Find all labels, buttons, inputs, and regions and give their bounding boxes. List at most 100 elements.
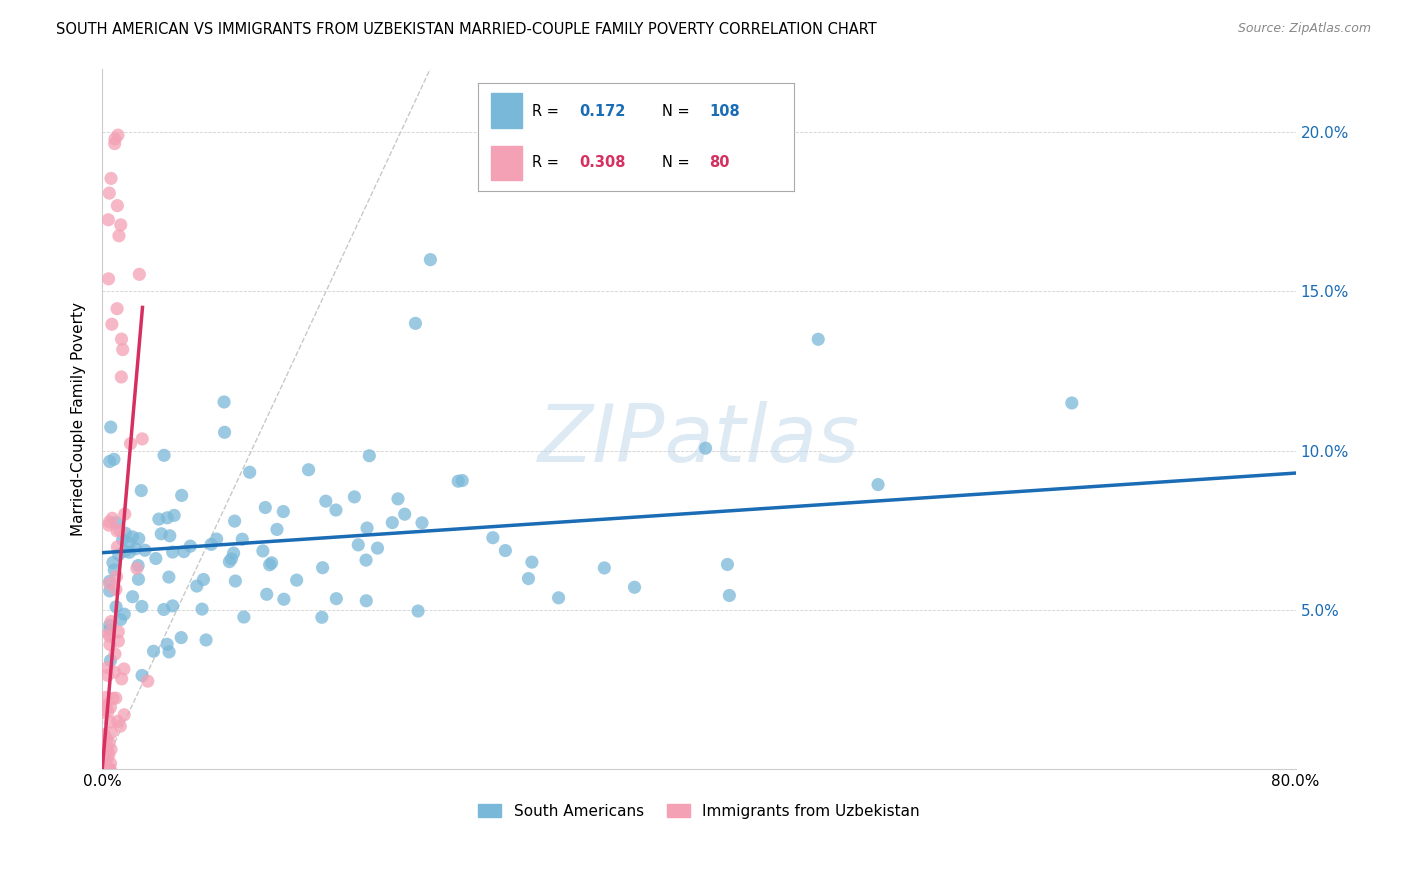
- Point: [96, 744, 118, 758]
- Point: [104, 647, 127, 661]
- Point: [273, 505, 295, 519]
- Point: [394, 507, 416, 521]
- Point: [387, 491, 409, 506]
- Point: [110, 613, 132, 627]
- Point: [107, 128, 129, 142]
- Point: [148, 512, 170, 526]
- Point: [451, 474, 474, 488]
- Point: [547, 591, 569, 605]
- Point: [447, 474, 470, 488]
- Point: [218, 555, 240, 569]
- Point: [114, 544, 136, 558]
- Point: [98, 762, 121, 776]
- Point: [593, 561, 616, 575]
- Point: [347, 538, 370, 552]
- Point: [315, 494, 337, 508]
- Point: [356, 594, 378, 608]
- Point: [232, 610, 254, 624]
- Point: [517, 572, 540, 586]
- Point: [170, 488, 193, 502]
- Point: [260, 556, 283, 570]
- Point: [93, 702, 115, 716]
- Point: [98, 186, 121, 200]
- Point: [150, 526, 173, 541]
- Point: [114, 526, 136, 541]
- Point: [100, 742, 122, 756]
- Point: [193, 573, 215, 587]
- Point: [96, 751, 118, 765]
- Point: [252, 544, 274, 558]
- Point: [94, 759, 117, 773]
- Point: [868, 477, 890, 491]
- Point: [93, 740, 115, 755]
- Point: [107, 548, 129, 562]
- Point: [101, 556, 124, 570]
- Point: [104, 132, 127, 146]
- Point: [214, 425, 236, 440]
- Point: [118, 536, 141, 550]
- Point: [134, 543, 156, 558]
- Point: [108, 228, 131, 243]
- Point: [406, 604, 429, 618]
- Point: [153, 602, 176, 616]
- Point: [97, 668, 120, 682]
- Point: [104, 582, 127, 597]
- Point: [96, 732, 118, 747]
- Point: [359, 449, 381, 463]
- Text: ZIPatlas: ZIPatlas: [538, 401, 860, 479]
- Point: [256, 587, 278, 601]
- Point: [153, 448, 176, 462]
- Point: [110, 370, 132, 384]
- Point: [159, 529, 181, 543]
- Point: [114, 507, 136, 521]
- Point: [157, 645, 180, 659]
- Point: [156, 637, 179, 651]
- Point: [254, 500, 277, 515]
- Point: [98, 583, 121, 598]
- Point: [131, 599, 153, 614]
- Point: [411, 516, 433, 530]
- Point: [97, 660, 120, 674]
- Point: [104, 136, 127, 151]
- Point: [97, 518, 120, 533]
- Point: [325, 591, 347, 606]
- Point: [163, 508, 186, 523]
- Point: [129, 483, 152, 498]
- Point: [179, 539, 201, 553]
- Point: [112, 707, 135, 722]
- Point: [96, 762, 118, 776]
- Point: [623, 580, 645, 594]
- Point: [121, 530, 143, 544]
- Point: [162, 545, 184, 559]
- Point: [97, 762, 120, 776]
- Point: [105, 524, 128, 538]
- Point: [96, 743, 118, 757]
- Point: [120, 436, 142, 450]
- Point: [205, 532, 228, 546]
- Point: [101, 511, 124, 525]
- Point: [173, 544, 195, 558]
- Point: [156, 511, 179, 525]
- Point: [131, 668, 153, 682]
- Point: [222, 546, 245, 560]
- Point: [128, 532, 150, 546]
- Point: [136, 674, 159, 689]
- Point: [108, 523, 131, 537]
- Point: [157, 570, 180, 584]
- Point: [98, 454, 121, 468]
- Point: [224, 514, 246, 528]
- Point: [93, 762, 115, 776]
- Point: [354, 553, 377, 567]
- Point: [97, 762, 120, 776]
- Point: [419, 252, 441, 267]
- Point: [381, 516, 404, 530]
- Point: [100, 420, 122, 434]
- Point: [224, 574, 246, 588]
- Point: [97, 747, 120, 762]
- Point: [105, 569, 128, 583]
- Point: [170, 631, 193, 645]
- Point: [98, 762, 121, 776]
- Point: [273, 592, 295, 607]
- Point: [195, 632, 218, 647]
- Point: [200, 537, 222, 551]
